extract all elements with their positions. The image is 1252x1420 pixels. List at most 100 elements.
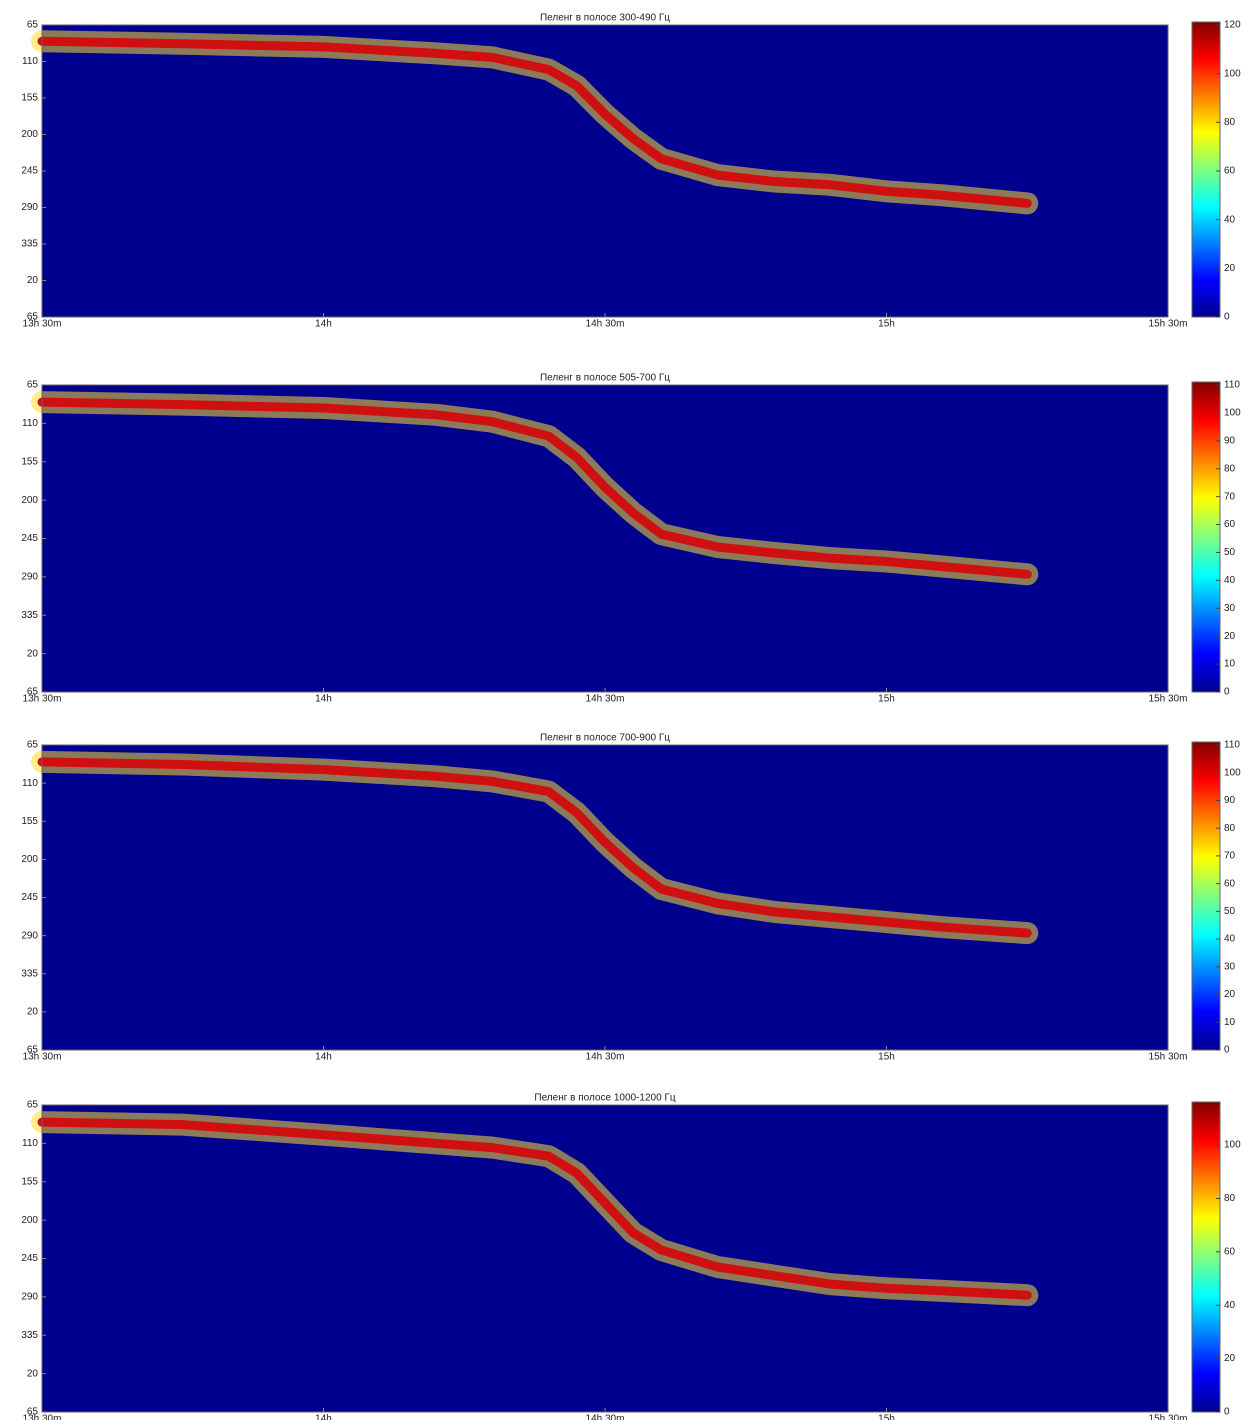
track (37, 757, 1032, 938)
plot-frame (41, 744, 1169, 1051)
y-tick-label: 155 (21, 816, 38, 827)
colorbar-tick-label: 80 (1224, 1193, 1236, 1204)
colorbar-tick-label: 10 (1224, 659, 1236, 670)
x-tick-label: 14h (315, 319, 332, 330)
colorbar-tick-label: 30 (1224, 961, 1236, 972)
y-tick-label: 200 (21, 854, 38, 865)
x-tick-label: 15h (878, 319, 895, 330)
y-tick-label: 65 (27, 1100, 39, 1111)
y-tick-label: 335 (21, 968, 38, 979)
x-tick-label: 14h 30m (586, 1414, 625, 1420)
y-tick-label: 20 (27, 1007, 39, 1018)
y-tick-label: 20 (27, 648, 39, 659)
colorbar-tick-label: 90 (1224, 435, 1236, 446)
plot-area (42, 1105, 1168, 1412)
x-tick-label: 14h (315, 694, 332, 705)
y-tick-label: 65 (27, 1407, 39, 1418)
colorbar (1191, 1101, 1221, 1413)
y-tick-label: 200 (21, 495, 38, 506)
colorbar-tick-label: 70 (1224, 851, 1236, 862)
x-tick-label: 15h 30m (1149, 1052, 1188, 1063)
y-tick-label: 65 (27, 687, 39, 698)
y-tick-label: 245 (21, 533, 38, 544)
x-tick-label: 14h 30m (586, 1052, 625, 1063)
chart-title: Пеленг в полосе 505-700 Гц (540, 373, 670, 384)
colorbar-tick-label: 60 (1224, 878, 1236, 889)
plot-frame (41, 1104, 1169, 1413)
y-tick-label: 65 (27, 20, 39, 31)
track (37, 1117, 1032, 1300)
track (37, 36, 1032, 208)
plot-area (42, 25, 1168, 317)
colorbar (1191, 381, 1221, 693)
colorbar-tick-label: 40 (1224, 1300, 1236, 1311)
colorbar-tick-label: 20 (1224, 631, 1236, 642)
x-tick-label: 14h 30m (586, 319, 625, 330)
colorbar-tick-label: 110 (1224, 380, 1240, 391)
colorbar-tick-label: 60 (1224, 1246, 1236, 1257)
y-tick-label: 200 (21, 1215, 38, 1226)
y-tick-label: 110 (22, 778, 38, 789)
y-tick-label: 200 (21, 129, 38, 140)
y-tick-label: 65 (27, 380, 39, 391)
colorbar-tick-label: 60 (1224, 166, 1236, 177)
x-tick-label: 13h 30m (23, 694, 62, 705)
y-tick-label: 245 (21, 892, 38, 903)
colorbar-tick-label: 70 (1224, 491, 1236, 502)
colorbar-tick-label: 10 (1224, 1017, 1236, 1028)
colorbar-tick-label: 80 (1224, 463, 1236, 474)
track (37, 397, 1032, 579)
y-tick-label: 290 (21, 1292, 38, 1303)
y-tick-label: 20 (27, 275, 39, 286)
colorbar-tick-label: 110 (1224, 740, 1240, 751)
colorbar-tick-label: 80 (1224, 117, 1236, 128)
colorbar-tick-label: 0 (1224, 1407, 1230, 1418)
chart-title: Пеленг в полосе 300-490 Гц (540, 13, 670, 24)
plot-frame (41, 384, 1169, 693)
x-tick-label: 13h 30m (23, 1052, 62, 1063)
x-tick-label: 15h (878, 1414, 895, 1420)
y-tick-label: 65 (27, 740, 39, 751)
x-tick-label: 15h (878, 694, 895, 705)
colorbar-tick-label: 20 (1224, 263, 1236, 274)
y-tick-label: 335 (21, 1330, 38, 1341)
x-tick-label: 14h (315, 1052, 332, 1063)
chart-title: Пеленг в полосе 700-900 Гц (540, 733, 670, 744)
plot-area (42, 745, 1168, 1050)
y-tick-label: 290 (21, 202, 38, 213)
y-tick-label: 245 (21, 166, 38, 177)
plot-frame (41, 24, 1169, 318)
colorbar-tick-label: 30 (1224, 603, 1236, 614)
x-tick-label: 14h (315, 1414, 332, 1420)
x-tick-label: 15h 30m (1149, 319, 1188, 330)
y-tick-label: 335 (21, 239, 38, 250)
x-tick-label: 15h 30m (1149, 694, 1188, 705)
colorbar-tick-label: 100 (1224, 1140, 1241, 1151)
y-tick-label: 245 (21, 1253, 38, 1264)
x-tick-label: 15h 30m (1149, 1414, 1188, 1420)
colorbar (1191, 21, 1221, 318)
colorbar-tick-label: 20 (1224, 989, 1236, 1000)
y-tick-label: 20 (27, 1368, 39, 1379)
colorbar-tick-label: 40 (1224, 934, 1236, 945)
y-tick-label: 155 (21, 456, 38, 467)
y-tick-label: 65 (27, 312, 39, 323)
colorbar-tick-label: 0 (1224, 687, 1230, 698)
x-tick-label: 14h 30m (586, 694, 625, 705)
colorbar-tick-label: 0 (1224, 312, 1230, 323)
plot-area (42, 385, 1168, 692)
y-tick-label: 110 (22, 56, 38, 67)
x-tick-label: 13h 30m (23, 1414, 62, 1420)
colorbar-tick-label: 20 (1224, 1353, 1236, 1364)
y-tick-label: 110 (22, 418, 38, 429)
colorbar-tick-label: 90 (1224, 795, 1236, 806)
colorbar-tick-label: 100 (1224, 408, 1241, 419)
colorbar-tick-label: 50 (1224, 547, 1236, 558)
chart-title: Пеленг в полосе 1000-1200 Гц (534, 1093, 675, 1104)
colorbar-tick-label: 80 (1224, 823, 1236, 834)
colorbar (1191, 741, 1221, 1051)
colorbar-tick-label: 60 (1224, 519, 1236, 530)
y-tick-label: 335 (21, 610, 38, 621)
y-tick-label: 65 (27, 1045, 39, 1056)
